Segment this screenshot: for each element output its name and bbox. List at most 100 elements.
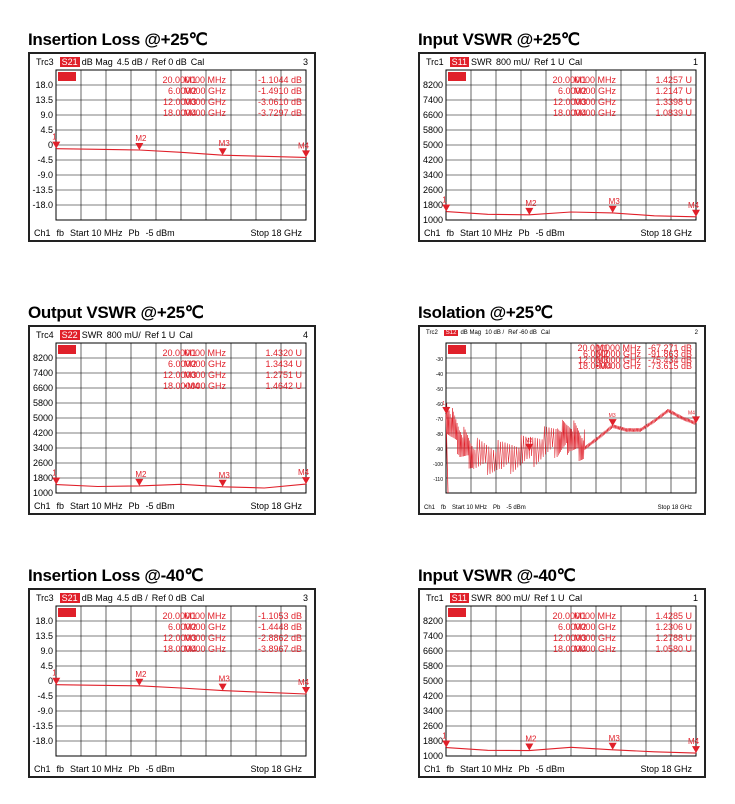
plot-svg: 8200 7400 6600 5800 5000 4200 3400 2600 1800 1000… bbox=[33, 342, 310, 498]
y-tick-label: -13.5 bbox=[32, 185, 53, 195]
y-tick-label: -13.5 bbox=[32, 721, 53, 731]
channel-label: Ch1 bbox=[424, 764, 441, 774]
marker-value: 1.4320 U bbox=[265, 348, 302, 358]
y-tick-label: 1800 bbox=[423, 200, 443, 210]
y-tick-label: 1000 bbox=[423, 215, 443, 225]
marker-freq: 20.000000 MHz bbox=[552, 611, 616, 621]
marker-triangle bbox=[135, 478, 144, 486]
marker-triangle bbox=[52, 677, 61, 685]
fb-label: fb bbox=[441, 505, 447, 511]
marker-freq: 18.000000 GHz bbox=[578, 361, 642, 371]
marker-freq: 18.000000 GHz bbox=[163, 108, 227, 118]
marker-triangle bbox=[302, 687, 310, 694]
marker-triangle bbox=[52, 141, 61, 149]
ref-label: Ref -60 dB bbox=[508, 330, 537, 336]
marker-freq: 20.000000 MHz bbox=[162, 611, 226, 621]
param-tag: S22 bbox=[59, 330, 80, 340]
marker-label: M4 bbox=[688, 737, 700, 746]
pb-label: Pb bbox=[128, 501, 140, 511]
marker-id: M1 bbox=[574, 75, 587, 85]
marker-id: M1 bbox=[184, 348, 197, 358]
trace-number: 1 bbox=[692, 593, 698, 603]
marker-id: M3 bbox=[596, 355, 609, 365]
pb-label: Pb bbox=[128, 764, 140, 774]
marker-id: M2 bbox=[574, 622, 587, 632]
format-label: dB Mag bbox=[81, 57, 113, 67]
marker-label: M4 bbox=[688, 410, 695, 416]
y-tick-label: 6600 bbox=[423, 110, 443, 120]
y-tick-label: -18.0 bbox=[32, 200, 53, 210]
series-trace bbox=[56, 148, 307, 158]
scale-label: 800 mU/ bbox=[106, 330, 141, 340]
y-tick-label: 4200 bbox=[423, 155, 443, 165]
marker-label: 1 bbox=[52, 133, 57, 142]
series-trace bbox=[56, 684, 307, 695]
marker-triangle bbox=[52, 477, 61, 485]
marker-freq: 6.000000 GHz bbox=[168, 622, 227, 632]
trace-start bbox=[445, 413, 449, 494]
chart-title: Insertion Loss @+25℃ bbox=[28, 30, 208, 49]
y-tick-label: 5800 bbox=[33, 398, 53, 408]
marker-label: M2 bbox=[525, 199, 537, 208]
param-tag: S11 bbox=[449, 593, 470, 603]
ref-label: Ref 1 U bbox=[534, 57, 565, 67]
plot-frame bbox=[55, 342, 307, 494]
cal-label: Cal bbox=[179, 330, 193, 340]
trace-label: Trc1 bbox=[426, 57, 444, 67]
marker-triangle bbox=[525, 207, 534, 215]
param-tag-box bbox=[58, 72, 76, 81]
pb-label: Pb bbox=[128, 228, 140, 238]
marker-id: M1 bbox=[596, 343, 609, 353]
y-tick-label: 7400 bbox=[33, 368, 53, 378]
marker-triangle bbox=[608, 419, 617, 427]
y-tick-label: 5800 bbox=[423, 125, 443, 135]
stop-freq: Stop 18 GHz bbox=[250, 764, 302, 774]
fb-label: fb bbox=[446, 228, 455, 238]
y-tick-label: -40 bbox=[436, 372, 443, 378]
marker-id: M2 bbox=[184, 359, 197, 369]
marker-triangle bbox=[135, 678, 144, 686]
fb-label: fb bbox=[56, 764, 65, 774]
chart-panel-1: Insertion Loss @+25℃ Trc3 S21 dB Mag 4.5 dB… bbox=[28, 30, 318, 246]
y-tick-label: 4200 bbox=[423, 691, 443, 701]
param-tag: S12 bbox=[443, 330, 459, 336]
marker-freq: 12.000000 GHz bbox=[163, 633, 227, 643]
marker-label: M4 bbox=[298, 678, 310, 687]
chart-panel-3: Output VSWR @+25℃ Trc4 S22 SWR 800 mU/Ref 1… bbox=[28, 303, 318, 519]
marker-triangle bbox=[525, 443, 534, 451]
stop-freq: Stop 18 GHz bbox=[640, 764, 692, 774]
marker-label: 1 bbox=[442, 196, 447, 205]
cal-label: Cal bbox=[190, 593, 205, 603]
y-tick-label: 6600 bbox=[423, 646, 443, 656]
format-label: dB Mag bbox=[81, 593, 113, 603]
y-tick-label: -100 bbox=[433, 462, 443, 468]
marker-id: M2 bbox=[596, 349, 609, 359]
marker-label: M4 bbox=[298, 141, 310, 150]
marker-freq: 18.000000 GHz bbox=[553, 644, 617, 654]
stop-freq: Stop 18 GHz bbox=[640, 228, 692, 238]
trace-header: Trc1 S11 SWR 800 mU/Ref 1 U Cal bbox=[426, 57, 586, 67]
marker-value: 1.2751 U bbox=[265, 370, 302, 380]
cal-label: Cal bbox=[568, 593, 583, 603]
cal-label: Cal bbox=[190, 57, 205, 67]
cal-label: Cal bbox=[568, 57, 583, 67]
y-tick-label: 3400 bbox=[423, 170, 443, 180]
marker-freq: 12.000000 GHz bbox=[553, 97, 617, 107]
marker-freq: 20.000000 MHz bbox=[162, 348, 226, 358]
chart-panel-2: Input VSWR @+25℃ Trc1 S11 SWR 800 mU/Ref 1 … bbox=[418, 30, 708, 246]
channel-label: Ch1 bbox=[424, 505, 436, 511]
chart-panel-4: Isolation @+25℃ Trc2 S12 dB Mag 10 dB / Ref … bbox=[418, 303, 708, 519]
format-label: dB Mag bbox=[460, 330, 482, 336]
marker-label: 1 bbox=[52, 469, 57, 478]
marker-triangle bbox=[692, 746, 700, 754]
y-tick-label: 3400 bbox=[423, 706, 443, 716]
marker-value: -3.0610 dB bbox=[258, 97, 302, 107]
series-trace bbox=[446, 746, 697, 754]
start-freq: Start 10 MHz bbox=[70, 764, 123, 774]
param-tag-box bbox=[448, 72, 466, 81]
param-tag: S11 bbox=[449, 57, 470, 67]
marker-triangle bbox=[608, 205, 617, 213]
power-label: -5 dBm bbox=[506, 505, 526, 511]
chart-panel-6: Input VSWR @-40℃ Trc1 S11 SWR 800 mU/Ref 1 … bbox=[418, 566, 708, 782]
